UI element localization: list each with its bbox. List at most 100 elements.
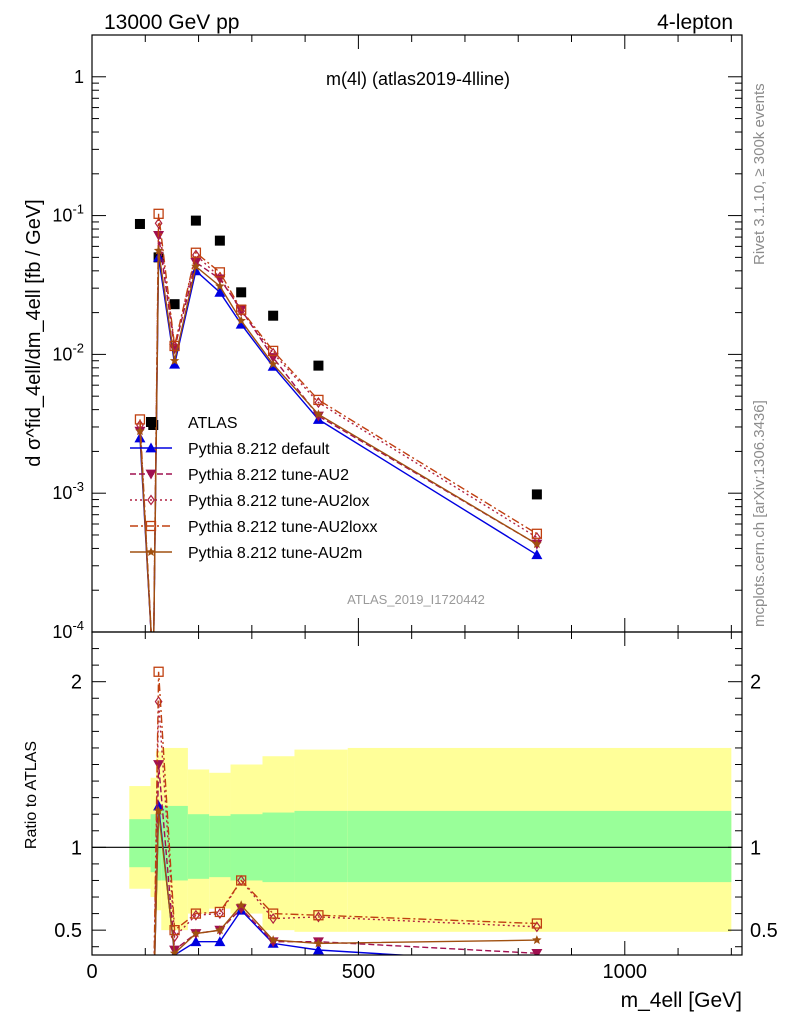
ratio-point-au2loxx [267,908,279,919]
y-tick-label-ratio-right: 0.5 [750,920,778,942]
data-point-au2lox [237,305,246,317]
series-au2m [135,245,542,632]
ratio-point-au2m [313,938,324,948]
data-point-data [531,489,542,500]
legend-label-au2m: Pythia 8.212 tune-AU2m [188,545,362,562]
ratio-point-default [312,944,324,955]
legend-entry-au2m: Pythia 8.212 tune-AU2m [130,545,362,562]
data-point-default [169,358,181,369]
x-tick-label: 500 [342,961,375,983]
data-point-data [268,310,279,321]
data-point-default [214,286,226,297]
main-panel: 10-4 10-3 10-2 10-1 1 m(4l) (atlas2019-4llin… [23,34,743,642]
ratio-point-au2loxx [153,666,164,677]
ratio-point-default [190,936,202,947]
data-point-au2loxx [313,394,324,406]
main-axes: 10-4 10-3 10-2 10-1 1 [52,34,742,642]
legend-marker-au2loxx [145,520,157,532]
ratio-point-au2loxx [214,906,226,918]
data-point-au2loxx [214,267,226,278]
data-point-au2m [153,245,164,255]
data-point-default [531,549,543,560]
ratio-point-au2loxx [169,925,180,936]
data-point-data [313,360,324,371]
legend-entry-data: ATLAS [146,415,238,432]
ratio-point-au2m [191,928,201,938]
ratio-point-default [214,936,226,947]
main-frame [91,34,743,633]
legend: ATLAS Pythia 8.212 default Pythia 8.212 tu… [130,415,377,562]
x-tick-label: 0 [86,961,97,983]
y-tick-label-ratio: 0.5 [54,920,82,942]
data-point-data [134,218,145,229]
uncertainty-band-inner [209,815,231,878]
data-point-default [235,318,247,329]
data-point-au2loxx [134,414,146,425]
ratio-point-au2m [532,935,542,945]
ratio-point-au2lox [532,921,541,933]
data-point-au2lox [314,396,323,409]
x-tick-label: 1000 [603,961,648,983]
legend-marker-au2m [146,547,156,557]
y-tick-label-main: 1 [74,67,84,87]
legend-label-data: ATLAS [188,415,238,432]
y-tick-label-main: 10-2 [52,340,84,364]
y-tick-label-main: 10-1 [52,202,84,226]
data-point-au2m [313,409,324,419]
data-point-au2m [268,359,278,369]
y-axis-label-main: d σ^fid_4ell/dm_4ell [fb / GeV] [23,199,45,466]
legend-entry-au2loxx: Pythia 8.212 tune-AU2loxx [130,519,377,536]
legend-marker-default [145,442,157,453]
legend-marker-au2lox [147,494,155,506]
legend-entry-au2lox: Pythia 8.212 tune-AU2lox [130,493,369,510]
ratio-point-au2m [236,900,246,910]
ratio-series-au2loxx [153,666,543,955]
data-point-au2loxx [190,247,202,258]
ratio-line-au2loxx [153,671,537,955]
data-point-default [190,265,202,276]
data-point-au2loxx [153,208,164,219]
data-point-au2lox [269,347,278,359]
y-tick-label-ratio-right: 2 [750,672,761,694]
y-tick-label-ratio: 1 [71,837,82,859]
y-tick-label-main: 10-3 [52,479,84,503]
data-point-data [236,287,247,298]
ratio-axes: 0.5 0.5 1 1 2 2 0 500 1000 [54,632,778,983]
uncertainty-band-inner [129,819,151,868]
uncertainty-band-inner [150,814,156,873]
uncertainty-band-inner [294,810,348,883]
ratio-frame [91,631,743,956]
data-point-au2lox [154,217,163,229]
legend-marker-au2 [145,469,157,480]
data-point-au2loxx [267,345,279,357]
data-point-au2m [191,261,201,271]
ratio-plot-area [92,666,742,955]
ratio-line-au2lox [153,701,537,955]
header-right: 4-lepton [657,11,733,34]
ratio-point-au2 [531,948,543,955]
rivet-label: Rivet 3.1.10, ≥ 300k events [751,83,768,265]
ratio-point-au2lox [314,911,323,923]
legend-label-au2lox: Pythia 8.212 tune-AU2lox [188,493,369,510]
ratio-point-au2loxx [313,910,324,921]
data-point-au2m [169,355,180,365]
ratio-panel: 0.5 0.5 1 1 2 2 0 500 1000 Ratio to ATLAS m_4ell… [23,631,778,1012]
y-tick-label-ratio: 2 [71,672,82,694]
legend-label-au2loxx: Pythia 8.212 tune-AU2loxx [188,519,377,536]
y-tick-label-main: 10-4 [52,618,84,642]
series-line-au2m [139,250,538,632]
chart-title: m(4l) (atlas2019-4lline) [326,69,510,89]
ratio-point-au2m [153,805,164,815]
ratio-point-au2loxx [531,918,543,929]
ratio-point-au2m [169,948,180,955]
ratio-point-au2 [153,760,165,771]
data-point-data [214,235,225,246]
series-line-default [139,257,538,632]
header-left: 13000 GeV pp [104,11,239,34]
data-point-au2loxx [169,340,180,352]
legend-marker-data [146,417,156,427]
legend-label-default: Pythia 8.212 default [188,441,330,458]
uncertainty-band-inner [187,814,210,879]
ratio-line-au2 [153,764,537,955]
